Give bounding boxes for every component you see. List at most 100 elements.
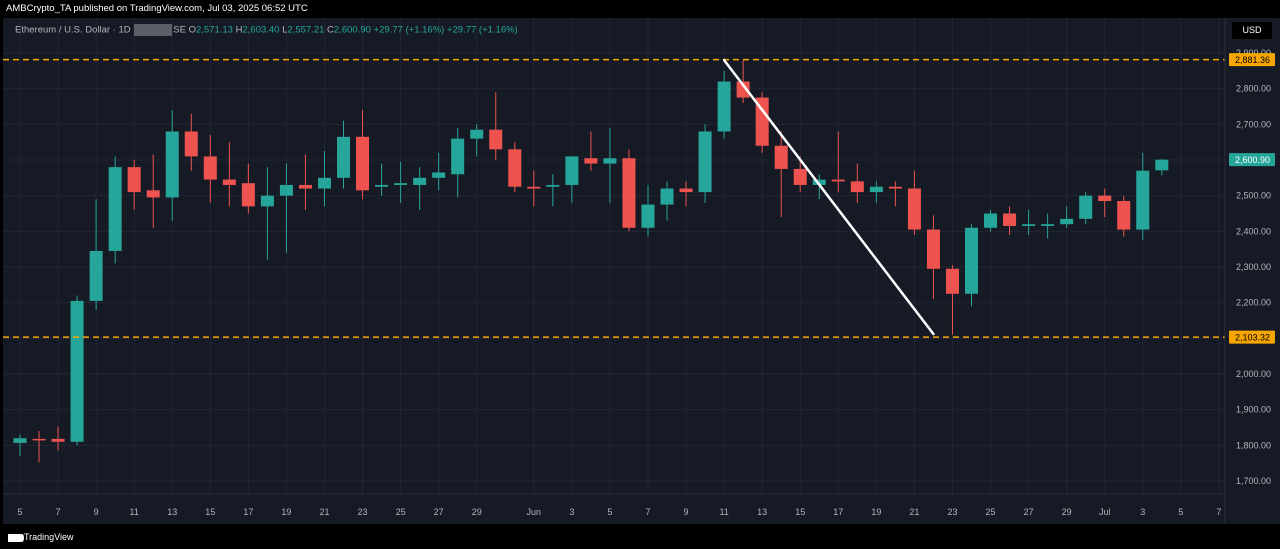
tradingview-logo: TradingView bbox=[8, 530, 74, 544]
candle-up bbox=[413, 178, 426, 185]
candle-down bbox=[299, 185, 312, 189]
candle-down bbox=[508, 149, 521, 186]
candle-down bbox=[527, 187, 540, 189]
x-tick-label: 19 bbox=[281, 507, 291, 517]
candle-down bbox=[242, 183, 255, 206]
candle-up bbox=[718, 82, 731, 132]
close-label: C bbox=[327, 25, 334, 36]
chart-frame[interactable]: 1,700.001,800.001,900.002,000.002,100.00… bbox=[0, 18, 1280, 524]
low-value: 2,557.21 bbox=[287, 25, 324, 36]
candlestick-chart[interactable]: 1,700.001,800.001,900.002,000.002,100.00… bbox=[3, 18, 1280, 524]
published-text: AMBCrypto_TA published on TradingView.co… bbox=[6, 0, 308, 18]
x-tick-label: 11 bbox=[719, 507, 728, 517]
candle-up bbox=[318, 178, 331, 189]
candle-down bbox=[147, 190, 160, 197]
candle-up bbox=[1060, 219, 1073, 224]
y-tick-label: 2,500.00 bbox=[1236, 191, 1271, 201]
candle-up bbox=[71, 301, 84, 442]
candle-up bbox=[870, 187, 883, 192]
candle-up bbox=[109, 167, 122, 251]
y-tick-label: 1,800.00 bbox=[1236, 440, 1271, 450]
y-tick-label: 2,200.00 bbox=[1236, 298, 1271, 308]
x-tick-label: 9 bbox=[94, 507, 99, 517]
x-tick-label: 13 bbox=[167, 507, 177, 517]
x-tick-label: 7 bbox=[645, 507, 650, 517]
candle-up bbox=[375, 185, 388, 187]
candle-up bbox=[451, 139, 464, 175]
y-tick-label: 2,800.00 bbox=[1236, 84, 1271, 94]
last-price-label: 2,600.90 bbox=[1235, 155, 1270, 165]
candle-down bbox=[356, 137, 369, 191]
candle-down bbox=[946, 269, 959, 294]
x-tick-label: 5 bbox=[607, 507, 612, 517]
candle-up bbox=[90, 251, 103, 301]
candle-down bbox=[223, 180, 236, 185]
x-tick-label: 9 bbox=[684, 507, 689, 517]
y-tick-label: 2,400.00 bbox=[1236, 226, 1271, 236]
candle-down bbox=[204, 156, 217, 179]
candle-up bbox=[1079, 196, 1092, 219]
candle-up bbox=[1136, 171, 1149, 230]
x-tick-label: 5 bbox=[1178, 507, 1183, 517]
candle-down bbox=[128, 167, 141, 192]
x-tick-label: 23 bbox=[947, 507, 957, 517]
candle-down bbox=[851, 181, 864, 192]
candle-down bbox=[489, 130, 502, 150]
candle-down bbox=[889, 187, 902, 189]
exchange-suffix: SE bbox=[173, 25, 186, 36]
candle-up bbox=[699, 131, 712, 192]
open-value: 2,571.13 bbox=[196, 25, 233, 36]
change-value-2: +29.77 (+1.16%) bbox=[447, 25, 518, 36]
candle-down bbox=[622, 158, 635, 228]
y-tick-label: 1,900.00 bbox=[1236, 405, 1271, 415]
candle-up bbox=[1041, 224, 1054, 226]
x-tick-label: 3 bbox=[1140, 507, 1145, 517]
x-tick-label: 29 bbox=[472, 507, 482, 517]
high-value: 2,603.40 bbox=[242, 25, 279, 36]
level-price-label: 2,103.32 bbox=[1235, 333, 1270, 343]
candle-up bbox=[394, 183, 407, 185]
x-tick-label: 23 bbox=[358, 507, 368, 517]
y-tick-label: 2,700.00 bbox=[1236, 119, 1271, 129]
candle-up bbox=[965, 228, 978, 294]
x-tick-label: 29 bbox=[1062, 507, 1072, 517]
x-tick-label: 27 bbox=[1024, 507, 1034, 517]
x-tick-label: 17 bbox=[243, 507, 253, 517]
change-value: +29.77 (+1.16%) bbox=[374, 25, 445, 36]
redacted-block bbox=[134, 24, 172, 36]
candle-down bbox=[832, 180, 845, 182]
x-tick-label: 15 bbox=[205, 507, 215, 517]
candle-down bbox=[680, 189, 693, 193]
candle-up bbox=[337, 137, 350, 178]
x-tick-label: 27 bbox=[434, 507, 444, 517]
x-tick-label: 7 bbox=[1216, 507, 1221, 517]
open-label: O bbox=[189, 25, 196, 36]
candle-up bbox=[261, 196, 274, 207]
close-value: 2,600.90 bbox=[334, 25, 371, 36]
x-tick-label: Jun bbox=[527, 507, 542, 517]
candle-down bbox=[52, 439, 65, 442]
footer-bar: TradingView bbox=[0, 524, 1280, 549]
x-tick-label: 21 bbox=[909, 507, 919, 517]
candle-up bbox=[280, 185, 293, 196]
y-tick-label: 2,300.00 bbox=[1236, 262, 1271, 272]
currency-badge[interactable]: USD bbox=[1232, 22, 1272, 39]
candle-up bbox=[14, 438, 27, 443]
x-tick-label: 7 bbox=[56, 507, 61, 517]
x-tick-label: 11 bbox=[130, 507, 139, 517]
x-tick-label: 15 bbox=[795, 507, 805, 517]
symbol-name[interactable]: Ethereum / U.S. Dollar · 1D bbox=[15, 25, 131, 36]
x-tick-label: 25 bbox=[986, 507, 996, 517]
tradingview-logo-icon bbox=[8, 534, 21, 542]
tradingview-brand: TradingView bbox=[24, 532, 74, 542]
candle-up bbox=[432, 172, 445, 177]
level-price-label: 2,881.36 bbox=[1235, 55, 1270, 65]
x-tick-label: 21 bbox=[319, 507, 329, 517]
y-tick-label: 1,700.00 bbox=[1236, 476, 1271, 486]
candle-down bbox=[33, 439, 46, 441]
candle-up bbox=[984, 214, 997, 228]
candle-up bbox=[603, 158, 616, 163]
candle-down bbox=[927, 230, 940, 269]
candle-down bbox=[185, 131, 198, 156]
candle-up bbox=[470, 130, 483, 139]
